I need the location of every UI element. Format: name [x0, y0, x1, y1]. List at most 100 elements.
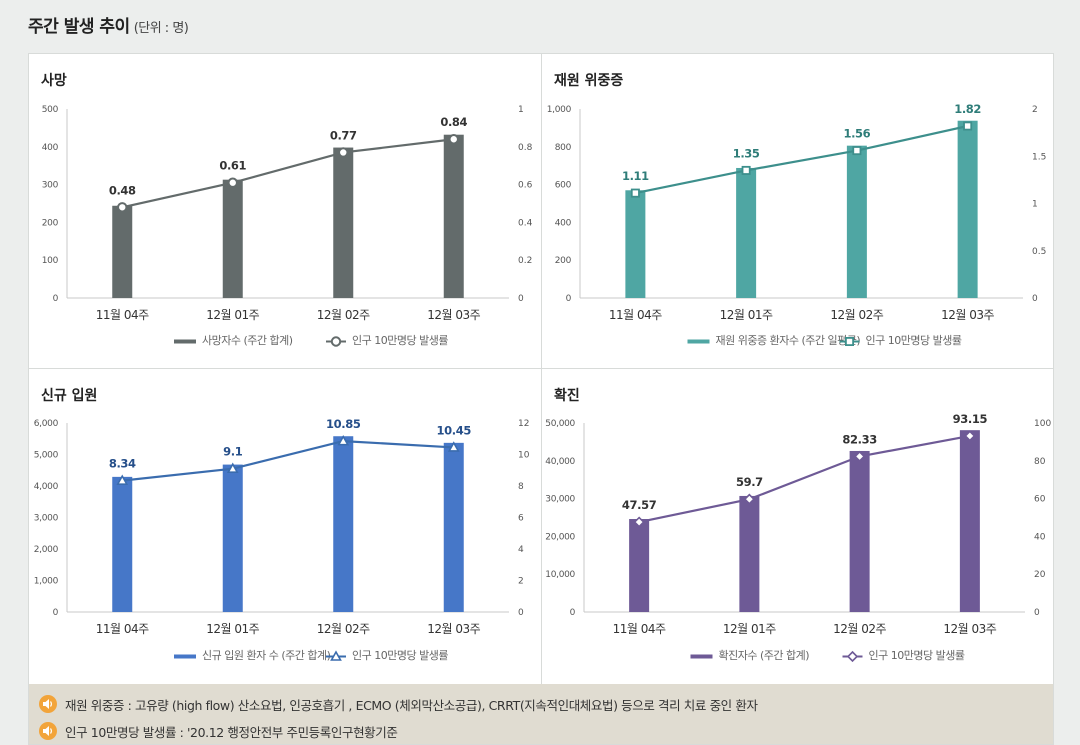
bar	[333, 436, 354, 612]
x-tick-label: 12월 03주	[427, 622, 480, 636]
page-title: 주간 발생 추이 (단위 : 명)	[28, 12, 189, 37]
rate-point	[448, 134, 459, 145]
right-tick-label: 2	[518, 577, 524, 587]
rate-data-label: 82.33	[842, 432, 877, 446]
rate-data-label: 8.34	[109, 457, 136, 471]
legend-bar-label: 확진자수 (주간 합계)	[719, 649, 810, 662]
left-tick-label: 200	[42, 218, 59, 228]
right-tick-label: 1.5	[1032, 152, 1046, 162]
rate-data-label: 0.84	[440, 115, 467, 129]
x-tick-label: 12월 02주	[830, 308, 883, 322]
legend-bar-label: 재원 위중증 환자수 (주간 일평균)	[716, 333, 861, 347]
rate-point	[853, 450, 866, 463]
right-tick-label: 0	[1032, 294, 1038, 304]
x-tick-label: 12월 03주	[943, 622, 996, 636]
rate-data-label: 1.11	[622, 169, 649, 183]
right-tick-label: 60	[1034, 495, 1046, 505]
rate-data-label: 1.35	[733, 146, 760, 160]
bar	[222, 179, 243, 298]
x-tick-label: 12월 02주	[317, 622, 370, 636]
bar	[443, 134, 464, 298]
rate-point	[447, 441, 460, 452]
x-tick-label: 11월 04주	[609, 308, 662, 322]
x-tick-label: 12월 02주	[833, 622, 886, 636]
left-tick-label: 10,000	[545, 570, 575, 580]
right-tick-label: 1	[1032, 200, 1038, 210]
bar	[333, 147, 354, 298]
right-tick-label: 8	[518, 482, 524, 492]
rate-data-label: 10.85	[326, 417, 361, 431]
rate-point	[964, 430, 976, 442]
rate-point	[844, 336, 854, 346]
rate-point	[227, 177, 238, 188]
bar	[739, 495, 760, 612]
left-tick-label: 0	[53, 294, 59, 304]
x-tick-label: 12월 03주	[427, 308, 480, 322]
left-tick-label: 100	[42, 256, 59, 266]
panel-title: 사망	[41, 73, 67, 89]
x-tick-label: 12월 01주	[720, 308, 773, 322]
rate-point	[846, 650, 859, 663]
rate-data-label: 0.77	[330, 128, 357, 142]
left-tick-label: 600	[555, 181, 572, 191]
left-tick-label: 4,000	[34, 482, 59, 492]
left-tick-label: 2,000	[34, 545, 59, 555]
rate-data-label: 0.61	[219, 159, 246, 173]
right-tick-label: 10	[518, 451, 530, 461]
legend-line-label: 인구 10만명당 발생률	[866, 334, 962, 347]
bar	[443, 442, 464, 612]
bar	[629, 519, 650, 612]
admissions-chart: 0 1,000 2,000 3,000 4,000 5,000 6,000 0 2 4 6 8 10 12…	[34, 417, 530, 662]
right-tick-label: 100	[1034, 419, 1051, 429]
left-tick-label: 20,000	[545, 532, 575, 542]
rate-point	[338, 147, 349, 158]
rate-point	[741, 165, 751, 175]
rate-data-label: 47.57	[622, 498, 657, 512]
bar	[222, 464, 243, 612]
panel-title: 재원 위중증	[554, 73, 624, 89]
legend-bar-swatch	[687, 339, 710, 344]
rate-point	[117, 202, 128, 213]
left-tick-label: 6,000	[34, 419, 59, 429]
rate-data-label: 93.15	[953, 412, 988, 426]
left-tick-label: 0	[53, 608, 59, 618]
right-tick-label: 0	[1034, 608, 1040, 618]
left-tick-label: 0	[570, 608, 576, 618]
right-tick-label: 2	[1032, 105, 1038, 115]
x-tick-label: 12월 01주	[206, 622, 259, 636]
bar	[959, 430, 980, 612]
x-tick-label: 11월 04주	[96, 622, 149, 636]
rate-point	[337, 434, 350, 446]
panel-divider-vertical	[541, 54, 542, 684]
rate-data-label: 1.82	[954, 102, 981, 116]
rate-data-label: 59.7	[736, 475, 763, 489]
right-tick-label: 0.8	[518, 143, 533, 153]
right-tick-label: 12	[518, 419, 529, 429]
panel-divider-horizontal	[29, 368, 1053, 369]
chart-panel-confirmed: 확진 0 10,000 20,000 30,000 40,000 50,000 0 20 40 6…	[542, 369, 1054, 683]
left-tick-label: 500	[42, 105, 59, 115]
left-tick-label: 5,000	[34, 451, 59, 461]
panel-title: 확진	[554, 388, 580, 404]
left-tick-label: 50,000	[545, 419, 575, 429]
bar	[625, 190, 646, 298]
legend-bar-swatch	[174, 339, 196, 344]
rate-point	[330, 336, 342, 347]
left-tick-label: 1,000	[34, 577, 59, 587]
notes-box: 재원 위중증 : 고유량 (high flow) 산소요법, 인공호흡기 , E…	[29, 684, 1053, 744]
right-tick-label: 0	[518, 294, 524, 304]
right-tick-label: 1	[518, 105, 524, 115]
x-tick-label: 12월 02주	[317, 308, 370, 322]
rate-line	[638, 434, 971, 524]
rate-point	[116, 474, 129, 485]
page-title-text: 주간 발생 추이	[28, 17, 130, 37]
left-tick-label: 0	[566, 294, 572, 304]
left-tick-label: 40,000	[545, 457, 575, 467]
chart-panel-severe: 재원 위중증 0 200 400 600 800 1,000 0 0.5 1 1.5 2 11월 04…	[542, 54, 1054, 368]
rate-data-label: 0.48	[109, 183, 136, 197]
speaker-icon	[39, 695, 57, 713]
bar	[846, 145, 867, 298]
legend-bar-label: 사망자수 (주간 합계)	[202, 334, 293, 347]
note-row: 인구 10만명당 발생률 : '20.12 행정안전부 주민등록인구현황기준	[39, 721, 398, 741]
severe-chart: 0 200 400 600 800 1,000 0 0.5 1 1.5 2 11월 04주 12월 01…	[547, 102, 1047, 347]
